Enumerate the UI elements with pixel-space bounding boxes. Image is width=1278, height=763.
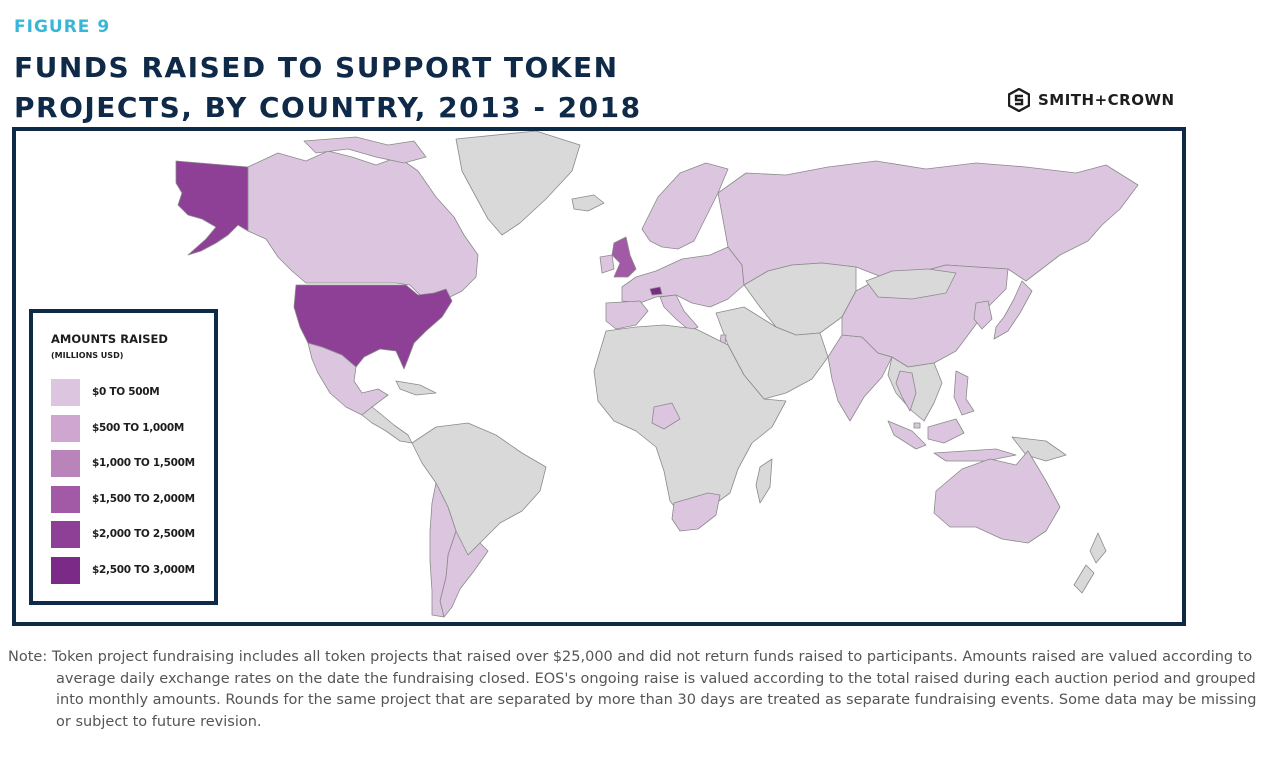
legend-subtitle: (MILLIONS USD) — [51, 351, 124, 360]
legend-label: $500 TO 1,000M — [92, 422, 185, 434]
country-mexico[interactable] — [307, 342, 389, 416]
country-papua-new-guinea[interactable] — [1011, 436, 1067, 462]
map-legend: AMOUNTS RAISED (MILLIONS USD) $0 TO 500M… — [29, 309, 218, 605]
country-japan[interactable] — [993, 280, 1033, 340]
country-singapore[interactable] — [913, 422, 921, 429]
country-russia[interactable] — [717, 160, 1139, 286]
legend-label: $0 TO 500M — [92, 386, 160, 398]
country-indonesia[interactable] — [887, 418, 1017, 462]
country-united-kingdom[interactable] — [611, 236, 637, 278]
legend-label: $2,500 TO 3,000M — [92, 564, 195, 576]
country-korea[interactable] — [973, 300, 993, 330]
country-canada[interactable] — [247, 150, 479, 302]
legend-item: $1,000 TO 1,500M — [51, 449, 211, 477]
world-map-svg — [175, 131, 1139, 618]
legend-label: $1,000 TO 1,500M — [92, 457, 195, 469]
legend-item: $1,500 TO 2,000M — [51, 485, 211, 513]
footnote: Note: Token project fundraising includes… — [8, 649, 1257, 730]
legend-swatch — [51, 378, 80, 406]
legend-swatch — [51, 414, 80, 442]
legend-item: $2,500 TO 3,000M — [51, 556, 211, 584]
legend-label: $2,000 TO 2,500M — [92, 528, 195, 540]
legend-swatch — [51, 449, 80, 477]
figure-label: FIGURE 9 — [14, 17, 111, 37]
country-switzerland[interactable] — [649, 286, 663, 296]
country-thailand[interactable] — [895, 370, 917, 412]
brand-logo: SMITH+CROWN — [1008, 88, 1175, 112]
country-ireland[interactable] — [599, 254, 615, 274]
country-europe[interactable] — [621, 246, 745, 308]
country-caribbean[interactable] — [395, 380, 437, 396]
country-scandinavia[interactable] — [641, 162, 729, 250]
legend-title: AMOUNTS RAISED — [51, 332, 168, 346]
legend-item: $500 TO 1,000M — [51, 414, 211, 442]
country-south-africa[interactable] — [671, 492, 721, 532]
legend-swatch — [51, 556, 80, 584]
brand-name: SMITH+CROWN — [1038, 91, 1175, 109]
country-central-america[interactable] — [361, 406, 413, 444]
legend-swatch — [51, 485, 80, 513]
legend-item: $0 TO 500M — [51, 378, 211, 406]
country-australia[interactable] — [933, 450, 1061, 544]
country-iceland[interactable] — [571, 194, 605, 212]
title-line-2: PROJECTS, BY COUNTRY, 2013 - 2018 — [14, 91, 642, 124]
legend-swatch — [51, 520, 80, 548]
country-nigeria[interactable] — [651, 402, 681, 430]
country-canada-islands[interactable] — [303, 136, 427, 164]
country-africa[interactable] — [593, 324, 787, 522]
country-iberia[interactable] — [605, 300, 649, 330]
country-alaska[interactable] — [175, 160, 249, 256]
country-madagascar[interactable] — [755, 458, 773, 504]
country-greenland[interactable] — [455, 131, 581, 236]
country-chile[interactable] — [429, 482, 457, 618]
country-new-zealand[interactable] — [1073, 532, 1107, 594]
title-line-1: FUNDS RAISED TO SUPPORT TOKEN — [14, 51, 619, 84]
smith-crown-logo-icon — [1008, 88, 1030, 112]
legend-label: $1,500 TO 2,000M — [92, 493, 195, 505]
country-philippines[interactable] — [953, 370, 975, 416]
country-mongolia[interactable] — [865, 268, 957, 300]
page-title: FUNDS RAISED TO SUPPORT TOKEN PROJECTS, … — [14, 48, 642, 128]
legend-item: $2,000 TO 2,500M — [51, 520, 211, 548]
